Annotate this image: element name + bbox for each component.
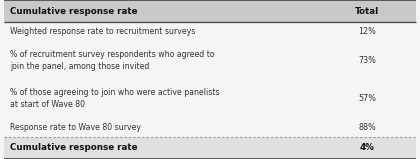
- Text: % of those agreeing to join who were active panelists
at start of Wave 80: % of those agreeing to join who were act…: [10, 88, 220, 109]
- Bar: [4, 41, 416, 80]
- Text: Weighted response rate to recruitment surveys: Weighted response rate to recruitment su…: [10, 27, 195, 36]
- Text: % of recruitment survey respondents who agreed to
join the panel, among those in: % of recruitment survey respondents who …: [10, 50, 215, 71]
- Text: 12%: 12%: [358, 27, 376, 36]
- Bar: [4, 0, 416, 22]
- Text: Cumulative response rate: Cumulative response rate: [10, 7, 137, 15]
- Bar: [4, 118, 416, 137]
- Text: Total: Total: [355, 7, 379, 15]
- Bar: [4, 22, 416, 41]
- Text: Cumulative response rate: Cumulative response rate: [10, 144, 137, 152]
- Text: 88%: 88%: [358, 123, 376, 132]
- Text: 57%: 57%: [358, 94, 376, 103]
- Text: 73%: 73%: [358, 56, 376, 65]
- Bar: [4, 137, 416, 159]
- Text: 4%: 4%: [360, 144, 375, 152]
- Bar: [4, 80, 416, 118]
- Text: Response rate to Wave 80 survey: Response rate to Wave 80 survey: [10, 123, 141, 132]
